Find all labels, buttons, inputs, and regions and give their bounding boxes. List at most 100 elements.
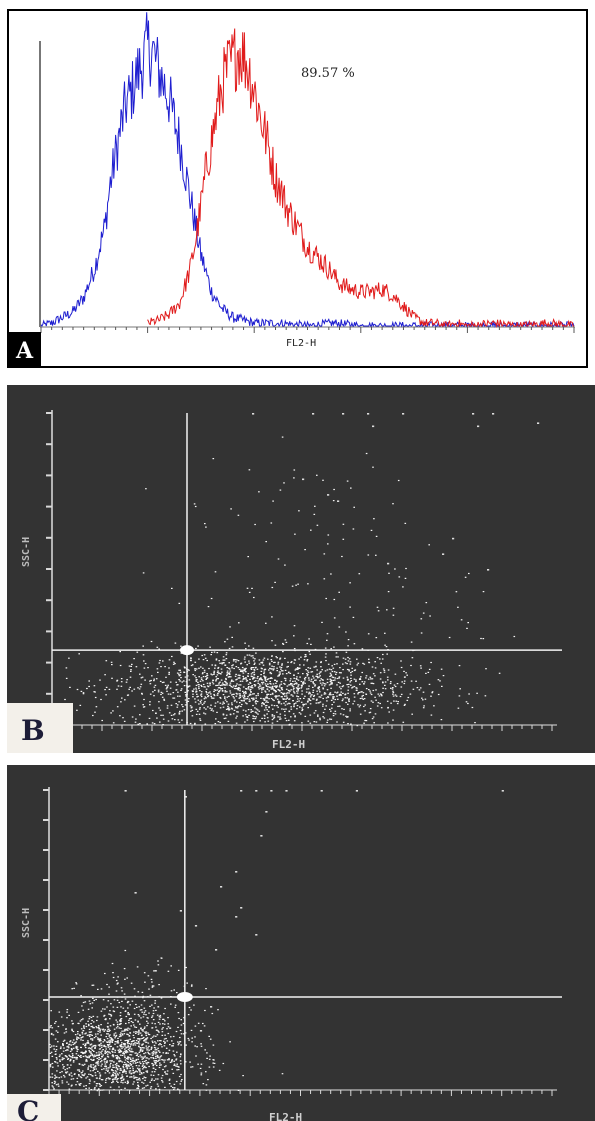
event-dot: [176, 672, 179, 674]
event-dot: [111, 1041, 114, 1043]
event-dot: [112, 1054, 114, 1057]
event-dot: [264, 668, 267, 670]
outlier-dot: [154, 970, 157, 972]
outlier-dot: [501, 790, 504, 792]
event-dot: [305, 691, 308, 693]
outlier-dot: [194, 925, 198, 927]
event-dot: [334, 677, 336, 679]
event-dot: [127, 1056, 129, 1058]
event-dot: [210, 704, 212, 706]
event-dot: [214, 665, 217, 667]
event-dot: [209, 684, 211, 686]
event-dot: [294, 683, 296, 685]
event-dot: [253, 596, 255, 599]
event-dot: [385, 646, 388, 648]
event-dot: [166, 705, 169, 707]
histogram-series-1: [40, 12, 575, 328]
event-dot: [118, 1036, 121, 1038]
event-dot: [196, 1046, 198, 1048]
event-dot: [113, 1089, 115, 1091]
event-dot: [199, 680, 202, 682]
outlier-dot: [215, 949, 218, 951]
event-dot: [198, 658, 200, 660]
event-dot: [135, 1052, 137, 1054]
event-dot: [338, 677, 340, 679]
event-dot: [371, 678, 374, 680]
event-dot: [88, 1025, 90, 1027]
event-dot: [330, 694, 332, 696]
event-dot: [194, 723, 196, 725]
event-dot: [117, 976, 119, 978]
event-dot: [151, 1016, 153, 1018]
event-dot: [116, 1021, 119, 1023]
event-dot: [155, 1057, 157, 1059]
event-dot: [90, 1016, 93, 1018]
event-dot: [250, 655, 253, 657]
event-dot: [329, 718, 331, 720]
event-dot: [78, 1074, 80, 1076]
event-dot: [391, 688, 394, 690]
event-dot: [335, 671, 338, 673]
event-dot: [277, 716, 279, 718]
event-dot: [309, 653, 311, 655]
event-dot: [118, 1051, 121, 1054]
event-dot: [294, 669, 297, 671]
event-dot: [91, 1039, 94, 1041]
event-dot: [347, 703, 349, 705]
event-dot: [71, 1084, 73, 1086]
outlier-dot: [260, 835, 263, 837]
event-dot: [166, 1040, 169, 1042]
event-dot: [368, 662, 371, 664]
event-dot: [214, 723, 217, 725]
event-dot: [77, 1048, 79, 1051]
event-dot: [258, 663, 261, 665]
event-dot: [296, 676, 298, 678]
event-dot: [86, 1056, 89, 1058]
event-dot: [84, 1073, 86, 1075]
gate-handle[interactable]: [180, 645, 194, 656]
event-dot: [90, 1074, 92, 1076]
event-dot: [302, 681, 305, 683]
event-dot: [299, 664, 301, 666]
event-dot: [307, 671, 310, 673]
event-dot: [210, 709, 213, 711]
event-dot: [265, 704, 268, 707]
event-dot: [165, 1037, 167, 1040]
event-dot: [248, 698, 251, 700]
event-dot: [382, 691, 384, 694]
event-dot: [332, 715, 335, 717]
histogram-series-2: [147, 28, 574, 328]
event-dot: [263, 675, 266, 677]
event-dot: [240, 663, 242, 665]
event-dot: [338, 591, 340, 593]
event-dot: [100, 1010, 103, 1012]
event-dot: [349, 606, 351, 608]
event-dot: [262, 664, 265, 666]
event-dot: [271, 686, 273, 688]
event-dot: [227, 703, 230, 705]
event-dot: [265, 701, 267, 703]
event-dot: [179, 1056, 182, 1058]
event-dot: [289, 684, 291, 686]
event-dot: [157, 1074, 160, 1076]
event-dot: [104, 972, 106, 975]
event-dot: [377, 702, 380, 704]
event-dot: [332, 712, 335, 715]
event-dot: [239, 680, 242, 682]
event-dot: [169, 681, 172, 683]
event-dot: [344, 658, 347, 660]
event-dot: [326, 681, 329, 684]
event-dot: [93, 691, 95, 693]
event-dot: [211, 651, 213, 653]
event-dot: [157, 691, 160, 693]
event-dot: [134, 1076, 137, 1078]
event-dot: [124, 1030, 126, 1032]
event-dot: [72, 1078, 75, 1080]
event-dot: [109, 1086, 112, 1088]
event-dot: [204, 723, 207, 725]
axis-ticks: [43, 789, 553, 1096]
gate-handle[interactable]: [176, 992, 193, 1002]
event-dot: [117, 1081, 119, 1083]
event-dot: [330, 648, 332, 650]
event-dot: [430, 695, 432, 697]
